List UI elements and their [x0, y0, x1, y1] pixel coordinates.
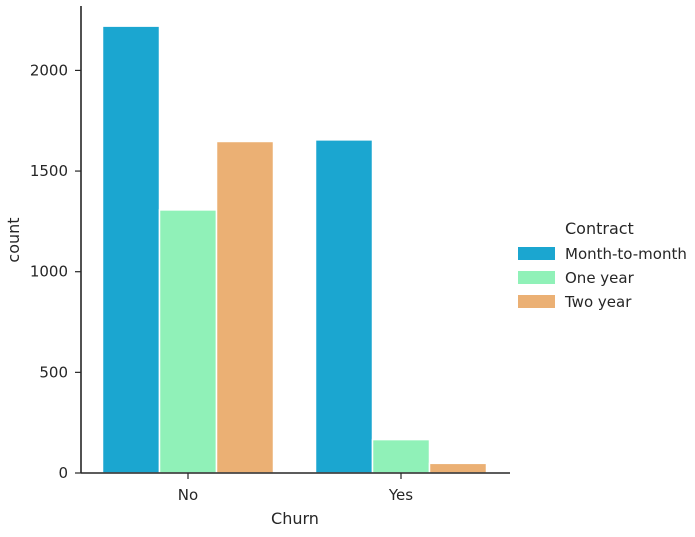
legend-swatch-one-year: [518, 271, 555, 284]
y-axis-ticks: 0 500 1000 1500 2000: [30, 61, 81, 482]
bars-group: [101, 25, 488, 474]
y-tick-label: 1000: [30, 263, 68, 281]
y-tick-label: 500: [39, 363, 68, 381]
y-tick-label: 1500: [30, 162, 68, 180]
x-axis-label: Churn: [271, 509, 319, 528]
y-tick-label: 2000: [30, 61, 68, 79]
bar-no-month-to-month: [101, 25, 161, 474]
legend-label-two-year: Two year: [564, 293, 632, 311]
legend-swatch-month-to-month: [518, 247, 555, 260]
y-axis-label: count: [4, 217, 23, 262]
legend-swatch-two-year: [518, 295, 555, 308]
bar-yes-month-to-month: [314, 139, 374, 474]
bar-no-one-year: [158, 209, 218, 474]
bar-yes-two-year: [428, 462, 488, 474]
legend-label-month-to-month: Month-to-month: [565, 245, 687, 263]
x-tick-label-yes: Yes: [388, 486, 413, 504]
y-tick-label: 0: [58, 464, 68, 482]
legend-title: Contract: [565, 219, 634, 238]
bar-yes-one-year: [371, 438, 431, 474]
legend: Contract Month-to-month One year Two year: [518, 219, 687, 311]
legend-label-one-year: One year: [565, 269, 635, 287]
x-tick-label-no: No: [178, 486, 198, 504]
bar-no-two-year: [215, 140, 275, 474]
x-axis-ticks: No Yes: [178, 473, 413, 504]
legend-items: Month-to-month One year Two year: [518, 245, 687, 311]
